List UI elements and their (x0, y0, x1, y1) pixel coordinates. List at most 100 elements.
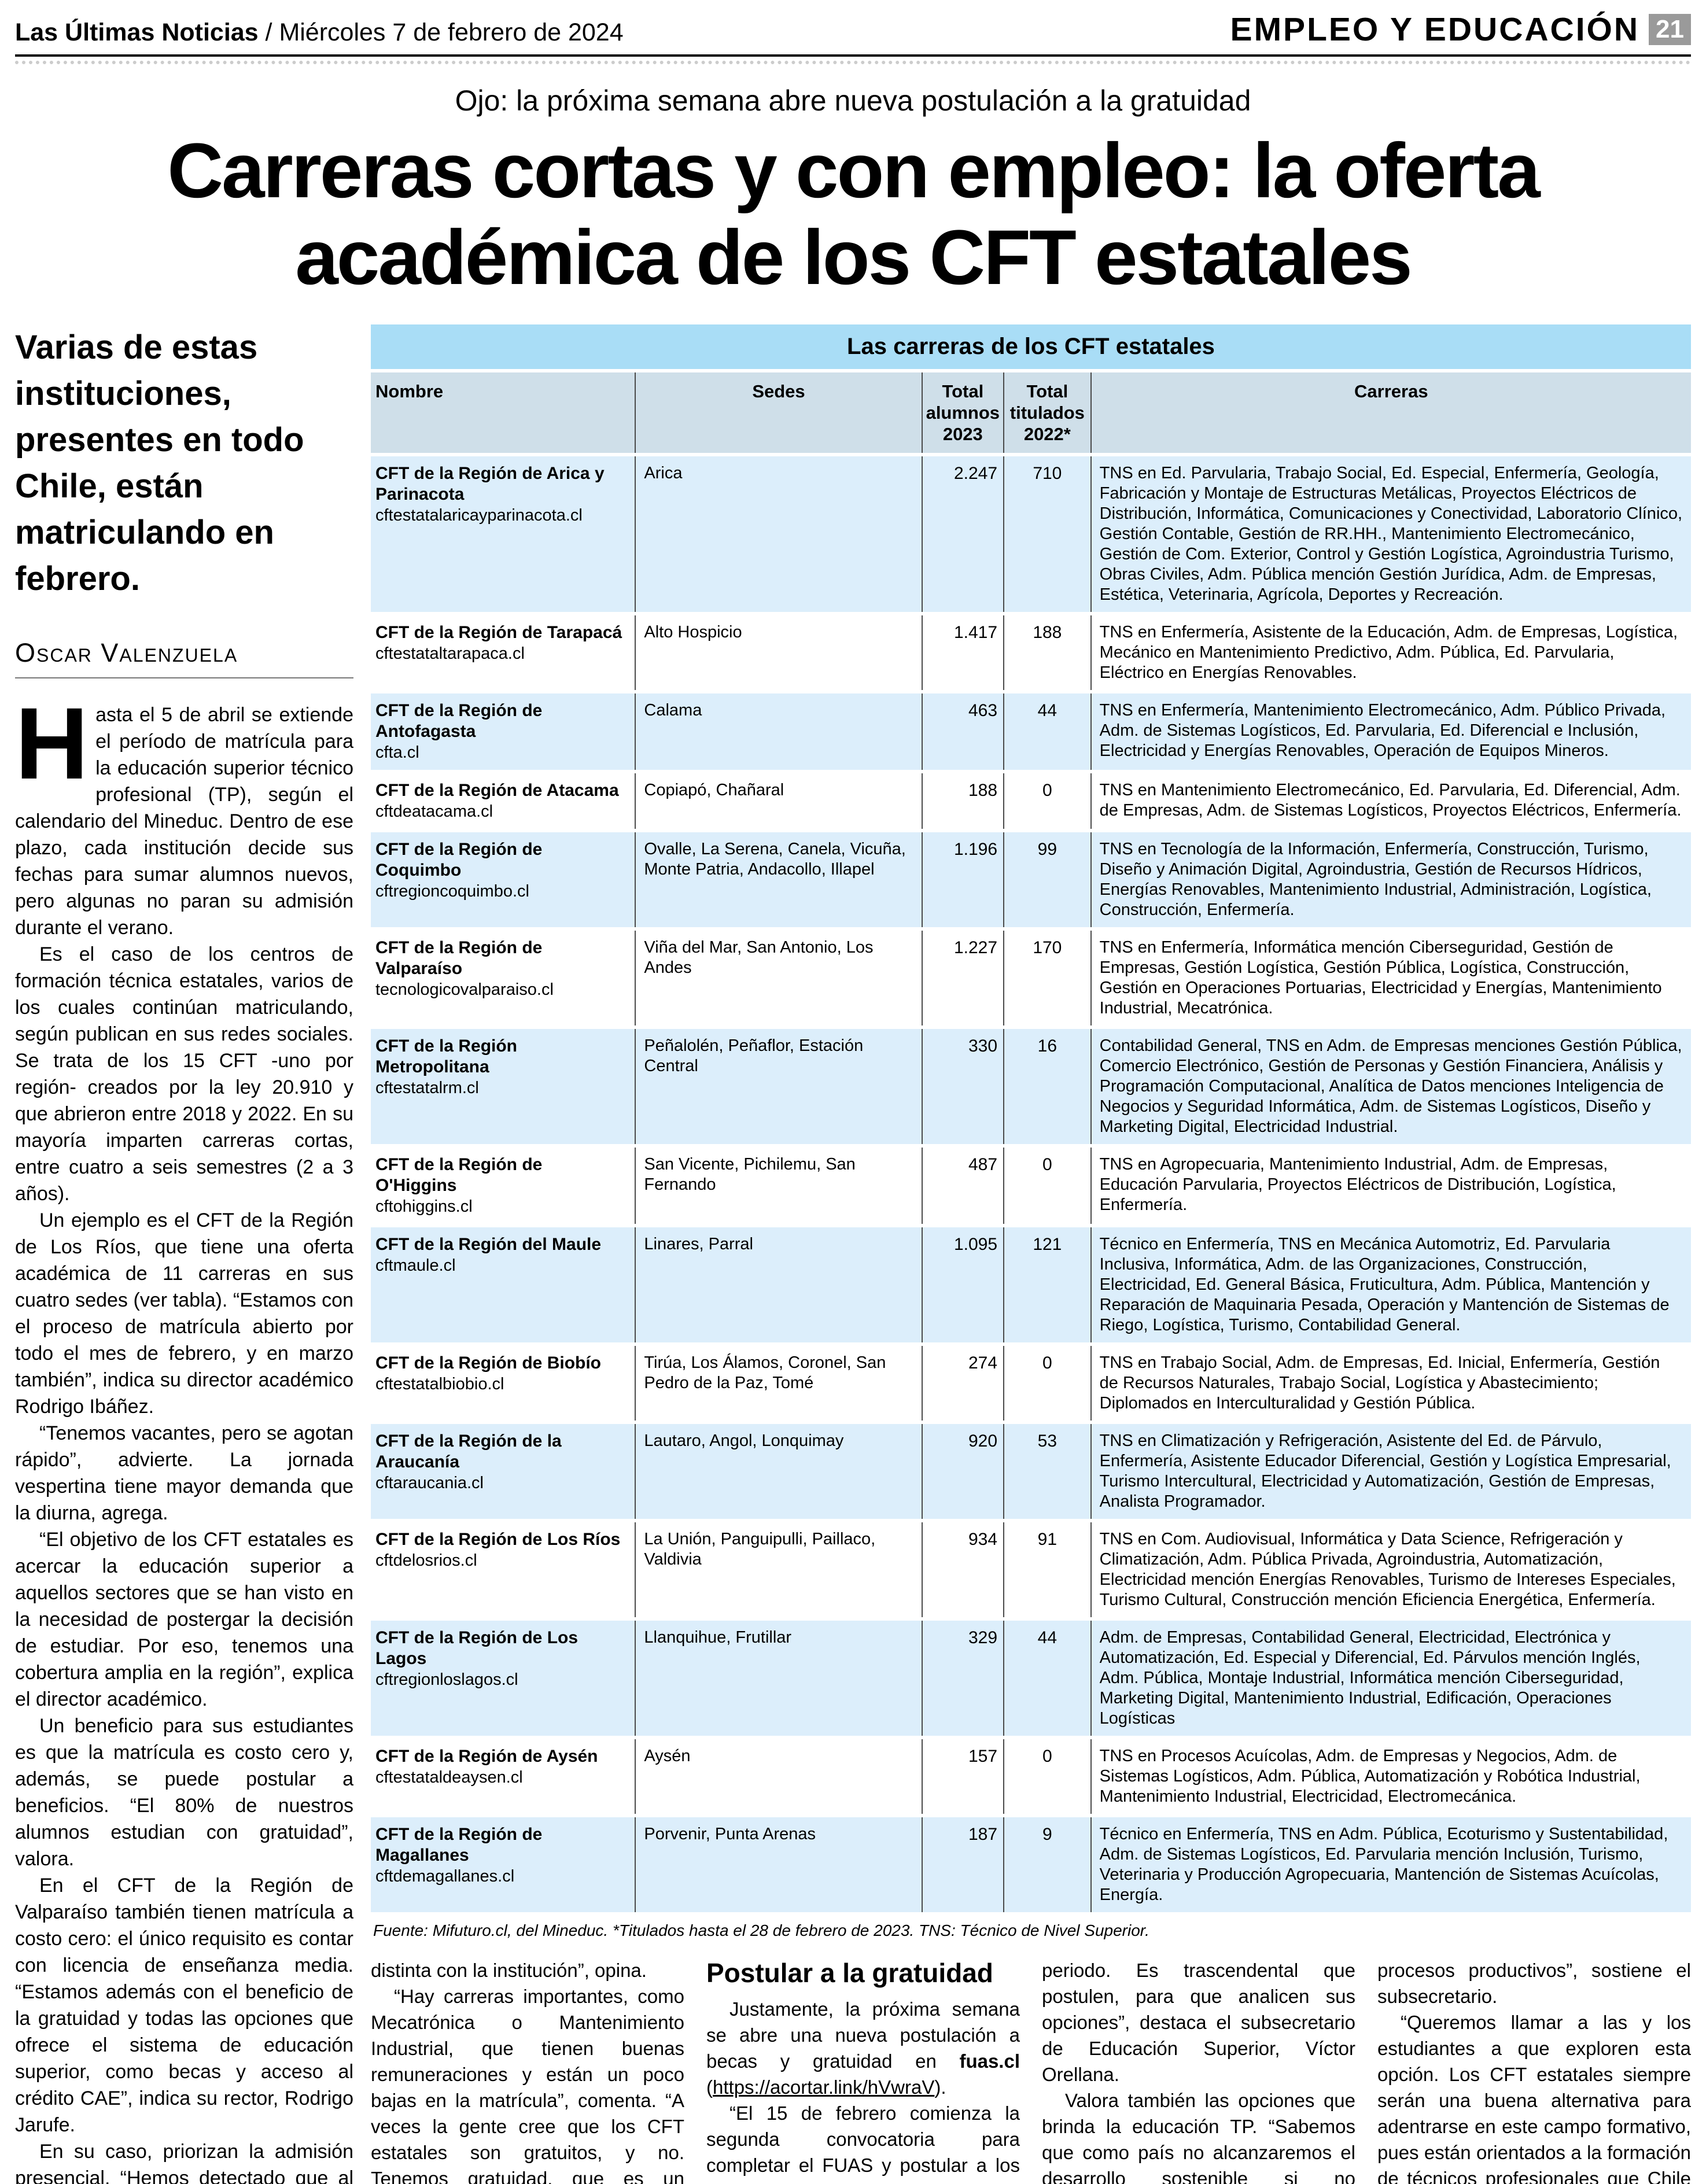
cell-titulados: 91 (1003, 1522, 1090, 1618)
cell-titulados: 0 (1003, 1739, 1090, 1814)
column-header-nombre: Nombre (375, 381, 444, 402)
cell-name: CFT de la Región de Arica y Parinacota cf… (371, 456, 635, 612)
cell-alumnos: 329 (921, 1621, 1003, 1736)
cell-titulados: 188 (1003, 615, 1090, 691)
cell-titulados: 710 (1003, 456, 1090, 613)
cell-titulados: 44 (1003, 1621, 1090, 1736)
cell-alumnos: 1.227 (921, 931, 1003, 1026)
cell-sedes: Porvenir, Punta Arenas (635, 1817, 921, 1913)
cell-sedes: Copiapó, Chañaral (635, 773, 921, 829)
cell-titulados: 16 (1003, 1029, 1090, 1145)
table-row: CFT de la Región de Biobío cftestatalbiob… (371, 1342, 1691, 1421)
article-paragraph: Un beneficio para sus estudiantes es que… (15, 1715, 353, 1871)
headline-line-2: académica de los CFT estatales (295, 215, 1412, 301)
paragraph-text: ( (706, 2076, 713, 2098)
url-text: https://acortar.link/hVwraV (713, 2076, 935, 2098)
cell-alumnos: 330 (921, 1029, 1003, 1145)
cell-titulados: 99 (1003, 832, 1090, 928)
cell-titulados: 0 (1003, 1346, 1090, 1421)
cft-url: cftdeatacama.cl (375, 802, 493, 821)
headline-line-1: Carreras cortas y con empleo: la oferta (167, 128, 1540, 214)
table-row: CFT de la Región de Valparaíso tecnologic… (371, 927, 1691, 1026)
page-number-badge: 21 (1649, 14, 1691, 45)
issue-date: Miércoles 7 de febrero de 2024 (279, 19, 624, 46)
table-row: CFT de la Región de Antofagasta cfta.cl C… (371, 690, 1691, 770)
cell-alumnos: 188 (921, 773, 1003, 829)
paragraph-text: asta el 5 de abril se extiende el períod… (15, 704, 353, 939)
cell-carreras: TNS en Com. Audiovisual, Informática y D… (1090, 1522, 1691, 1618)
cell-alumnos: 934 (921, 1522, 1003, 1618)
table-row: CFT de la Región de Tarapacá cftestatalta… (371, 612, 1691, 691)
cft-url: cftmaule.cl (375, 1256, 456, 1275)
article-paragraph: Justamente, la próxima semana se abre un… (706, 1996, 1020, 2100)
cell-carreras: TNS en Trabajo Social, Adm. de Empresas,… (1090, 1346, 1691, 1421)
article-paragraph: periodo. Es trascendental que postulen, … (1042, 1960, 1355, 2086)
article-paragraph: procesos productivos”, sostiene el subse… (1377, 1960, 1691, 2008)
table-header-row: Nombre Sedes Total alumnos 2023 Total ti… (371, 369, 1691, 453)
table-title: Las carreras de los CFT estatales (371, 324, 1691, 370)
article-paragraph: “El 15 de febrero comienza la segunda co… (706, 2102, 1020, 2184)
column-header-alumnos: Total alumnos 2023 (921, 372, 1003, 453)
cft-url: cftestatalbiobio.cl (375, 1375, 504, 1394)
decorative-rule (15, 61, 1691, 64)
cft-name: CFT de la Región de Atacama (375, 781, 619, 800)
cell-alumnos: 274 (921, 1346, 1003, 1421)
cell-carreras: TNS en Enfermería, Asistente de la Educa… (1090, 615, 1691, 691)
masthead-right: EMPLEO Y EDUCACIÓN 21 (1230, 10, 1691, 49)
masthead-separator: / (258, 19, 279, 46)
cft-name: CFT de la Región de Biobío (375, 1353, 601, 1373)
column-header-sedes: Sedes (635, 372, 921, 453)
masthead-left: Las Últimas Noticias / Miércoles 7 de fe… (15, 19, 624, 47)
cell-name: CFT de la Región de Biobío cftestatalbiob… (371, 1346, 635, 1421)
byline: Oscar Valenzuela (15, 638, 353, 679)
paragraph-text: Justamente, la próxima semana se abre un… (706, 1998, 1020, 2072)
cell-carreras: TNS en Climatización y Refrigeración, As… (1090, 1424, 1691, 1519)
cft-name: CFT de la Región Metropolitana (375, 1036, 518, 1077)
cft-name: CFT de la Región de Coquimbo (375, 840, 543, 880)
table-row: CFT de la Región de Arica y Parinacota cf… (371, 453, 1691, 613)
cell-carreras: Técnico en Enfermería, TNS en Mecánica A… (1090, 1227, 1691, 1343)
cft-name: CFT de la Región de O'Higgins (375, 1155, 543, 1196)
table-row: CFT de la Región de Los Lagos cftregionlo… (371, 1617, 1691, 1736)
paper-name: Las Últimas Noticias (15, 19, 259, 46)
cell-name: CFT de la Región de Atacama cftdeatacama.… (371, 773, 635, 829)
article-paragraph: En su caso, priorizan la admisión presen… (15, 2141, 353, 2184)
column-header-carreras: Carreras (1090, 372, 1691, 453)
cft-name: CFT de la Región de Antofagasta (375, 701, 543, 741)
cell-titulados: 9 (1003, 1817, 1090, 1913)
cell-sedes: Viña del Mar, San Antonio, Los Andes (635, 931, 921, 1026)
cell-alumnos: 1.095 (921, 1227, 1003, 1343)
cft-url: cftohiggins.cl (375, 1197, 473, 1216)
cell-sedes: Lautaro, Angol, Lonquimay (635, 1424, 921, 1519)
cell-sedes: Aysén (635, 1739, 921, 1814)
kicker: Ojo: la próxima semana abre nueva postul… (455, 84, 1251, 117)
cft-name: CFT de la Región de Tarapacá (375, 623, 622, 643)
table-source-note: Fuente: Mifuturo.cl, del Mineduc. *Titul… (373, 1921, 1149, 1940)
article-paragraph: En el CFT de la Región de Valparaíso tam… (15, 1875, 353, 2137)
cell-titulados: 53 (1003, 1424, 1090, 1519)
masthead: Las Últimas Noticias / Miércoles 7 de fe… (15, 10, 1691, 57)
table-row: CFT de la Región Metropolitana cftestatal… (371, 1025, 1691, 1145)
cell-titulados: 44 (1003, 693, 1090, 770)
cell-carreras: TNS en Agropecuaria, Mantenimiento Indus… (1090, 1148, 1691, 1224)
section-title: EMPLEO Y EDUCACIÓN (1230, 11, 1640, 48)
cft-url: cftdelosrios.cl (375, 1551, 477, 1570)
table-row: CFT de la Región de la Araucanía cftarauc… (371, 1421, 1691, 1519)
main-content: Varias de estas instituciones, presentes… (15, 324, 1691, 2184)
table-row: CFT de la Región de Coquimbo cftregioncoq… (371, 829, 1691, 928)
cell-carreras: Contabilidad General, TNS en Adm. de Emp… (1090, 1029, 1691, 1145)
cft-name: CFT de la Región de Magallanes (375, 1825, 543, 1865)
cell-alumnos: 487 (921, 1148, 1003, 1224)
subheading: Postular a la gratuidad (706, 1958, 993, 1989)
cft-url: cftestataldeaysen.cl (375, 1768, 523, 1787)
cell-name: CFT de la Región de Los Lagos cftregionlo… (371, 1621, 635, 1736)
cft-url: cftaraucania.cl (375, 1474, 484, 1493)
article-paragraph: “Hay carreras importantes, como Mecatrón… (371, 1986, 684, 2184)
bottom-column-4: procesos productivos”, sostiene el subse… (1377, 1957, 1691, 2184)
cell-name: CFT de la Región de Tarapacá cftestatalta… (371, 615, 635, 690)
cell-carreras: TNS en Enfermería, Mantenimiento Electro… (1090, 693, 1691, 770)
cft-url: cftestataltarapaca.cl (375, 644, 525, 663)
column-header-titulados: Total titulados 2022* (1003, 372, 1090, 453)
cell-name: CFT de la Región de O'Higgins cftohiggins… (371, 1148, 635, 1224)
cell-titulados: 121 (1003, 1227, 1090, 1343)
